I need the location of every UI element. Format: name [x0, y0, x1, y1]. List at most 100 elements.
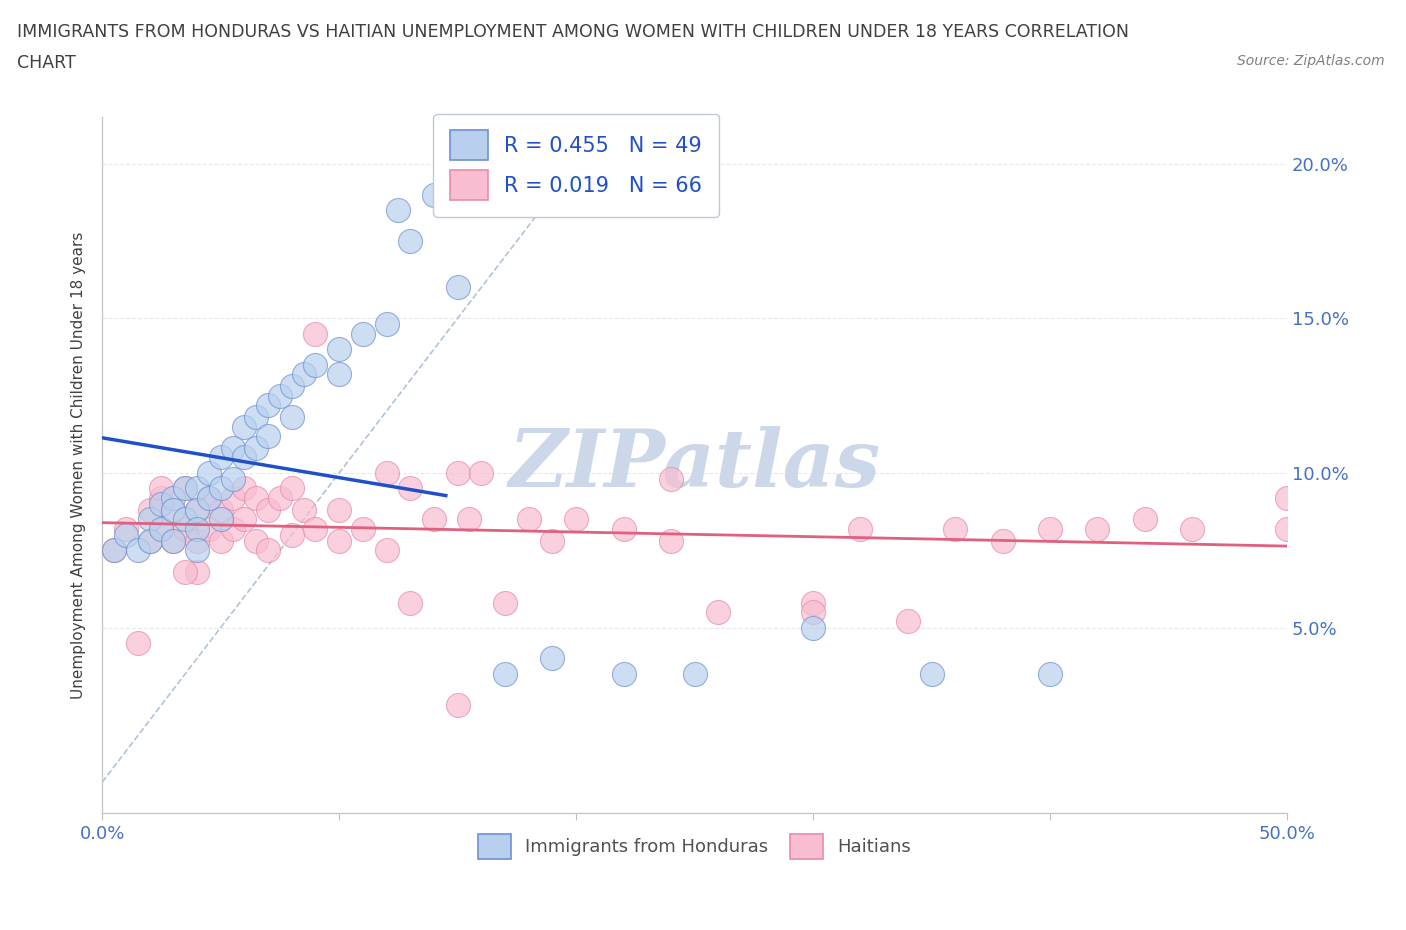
Point [304, 326, 326, 341]
Point [801, 604, 824, 619]
Point [269, 388, 291, 403]
Point [245, 490, 267, 505]
Point [174, 512, 197, 526]
Point [494, 667, 516, 682]
Point [281, 410, 304, 425]
Point [221, 472, 243, 486]
Point [399, 233, 422, 248]
Point [209, 512, 232, 526]
Point [162, 534, 184, 549]
Text: Source: ZipAtlas.com: Source: ZipAtlas.com [1237, 54, 1385, 68]
Point [115, 521, 138, 536]
Point [162, 502, 184, 517]
Point [399, 595, 422, 610]
Point [198, 521, 221, 536]
Point [150, 497, 173, 512]
Point [198, 466, 221, 481]
Point [162, 490, 184, 505]
Point [423, 512, 446, 526]
Point [150, 481, 173, 496]
Point [233, 512, 256, 526]
Point [245, 534, 267, 549]
Point [292, 366, 315, 381]
Point [186, 565, 208, 579]
Point [209, 450, 232, 465]
Point [221, 490, 243, 505]
Point [186, 481, 208, 496]
Point [257, 397, 280, 412]
Point [897, 614, 920, 629]
Point [115, 527, 138, 542]
Point [174, 565, 197, 579]
Point [174, 481, 197, 496]
Point [375, 543, 398, 558]
Point [399, 481, 422, 496]
Point [186, 502, 208, 517]
Point [458, 512, 481, 526]
Point [328, 534, 350, 549]
Point [304, 357, 326, 372]
Point [494, 595, 516, 610]
Point [245, 441, 267, 456]
Point [150, 521, 173, 536]
Point [186, 534, 208, 549]
Point [352, 521, 374, 536]
Point [659, 534, 682, 549]
Point [1039, 667, 1062, 682]
Point [257, 429, 280, 444]
Point [138, 534, 160, 549]
Point [387, 203, 409, 218]
Point [446, 698, 468, 712]
Point [849, 521, 872, 536]
Point [221, 521, 243, 536]
Point [375, 466, 398, 481]
Point [1087, 521, 1109, 536]
Point [245, 410, 267, 425]
Point [269, 490, 291, 505]
Point [209, 481, 232, 496]
Point [150, 521, 173, 536]
Text: ZIPatlas: ZIPatlas [509, 427, 880, 504]
Point [209, 534, 232, 549]
Point [517, 512, 540, 526]
Point [162, 502, 184, 517]
Text: CHART: CHART [17, 54, 76, 72]
Point [446, 280, 468, 295]
Point [446, 466, 468, 481]
Point [328, 366, 350, 381]
Point [138, 512, 160, 526]
Point [281, 379, 304, 393]
Point [1275, 490, 1298, 505]
Point [257, 543, 280, 558]
Point [352, 326, 374, 341]
Point [801, 620, 824, 635]
Point [127, 635, 149, 650]
Point [103, 543, 125, 558]
Point [1039, 521, 1062, 536]
Point [162, 534, 184, 549]
Point [150, 490, 173, 505]
Text: IMMIGRANTS FROM HONDURAS VS HAITIAN UNEMPLOYMENT AMONG WOMEN WITH CHILDREN UNDER: IMMIGRANTS FROM HONDURAS VS HAITIAN UNEM… [17, 23, 1129, 41]
Point [281, 527, 304, 542]
Point [921, 667, 943, 682]
Point [186, 502, 208, 517]
Point [612, 521, 634, 536]
Point [138, 502, 160, 517]
Point [103, 543, 125, 558]
Point [541, 534, 564, 549]
Point [233, 419, 256, 434]
Y-axis label: Unemployment Among Women with Children Under 18 years: Unemployment Among Women with Children U… [72, 232, 86, 698]
Point [209, 502, 232, 517]
Point [328, 502, 350, 517]
Point [659, 472, 682, 486]
Point [186, 521, 208, 536]
Point [233, 481, 256, 496]
Point [1275, 521, 1298, 536]
Point [292, 502, 315, 517]
Point [683, 667, 706, 682]
Point [233, 450, 256, 465]
Point [304, 521, 326, 536]
Point [1133, 512, 1156, 526]
Point [174, 481, 197, 496]
Point [174, 521, 197, 536]
